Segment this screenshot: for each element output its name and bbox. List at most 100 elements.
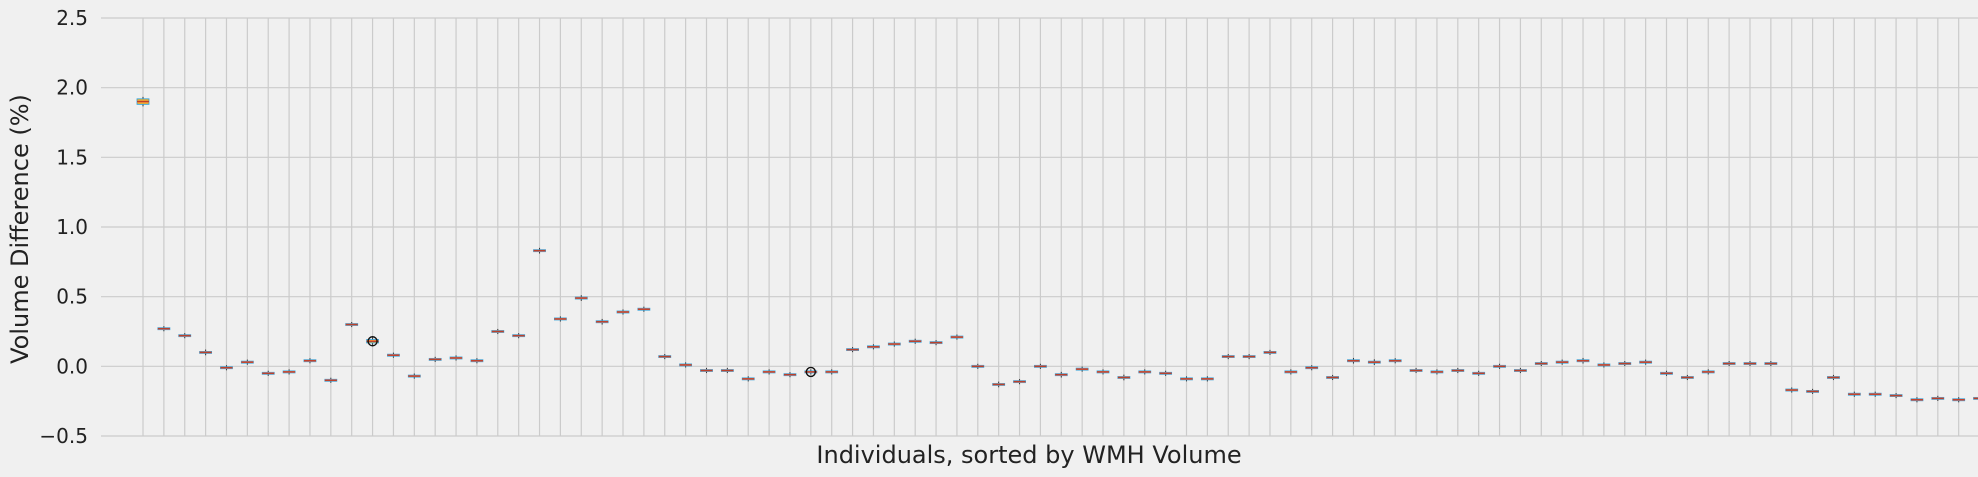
box-22 xyxy=(574,295,588,301)
box-25 xyxy=(637,306,651,312)
y-tick-label: 1.5 xyxy=(56,145,88,169)
box-61 xyxy=(1388,358,1402,364)
box-85 xyxy=(1889,393,1903,399)
box-23 xyxy=(595,318,609,325)
box-39 xyxy=(929,340,943,346)
box-34 xyxy=(825,369,839,375)
box-24 xyxy=(616,309,630,315)
box-89 xyxy=(1973,396,1978,400)
box-16 xyxy=(449,355,463,361)
box-41 xyxy=(971,363,985,369)
box-84 xyxy=(1868,391,1882,397)
box-62 xyxy=(1409,367,1423,374)
box-2 xyxy=(157,326,171,332)
box-45 xyxy=(1054,371,1068,378)
box-31 xyxy=(762,369,776,375)
x-grid-lines xyxy=(142,18,1960,436)
box-37 xyxy=(887,341,901,347)
box-78 xyxy=(1743,360,1757,367)
box-80 xyxy=(1785,387,1799,393)
box-15 xyxy=(428,356,442,362)
outlier-points xyxy=(367,336,817,378)
y-tick-label: 2.5 xyxy=(56,6,88,30)
box-87 xyxy=(1931,395,1945,401)
box-75 xyxy=(1680,374,1694,381)
box-68 xyxy=(1534,360,1548,367)
box-48 xyxy=(1117,374,1131,381)
box-55 xyxy=(1263,349,1277,355)
box-10 xyxy=(324,377,338,383)
box-9 xyxy=(303,358,317,364)
box-67 xyxy=(1514,367,1527,374)
box-26 xyxy=(658,354,672,360)
box-57 xyxy=(1305,365,1319,371)
outlier-point xyxy=(367,336,378,347)
box-6 xyxy=(240,359,254,365)
box-5 xyxy=(220,365,233,371)
box-11 xyxy=(345,321,359,328)
box-65 xyxy=(1472,370,1486,376)
box-1 xyxy=(136,96,150,107)
box-42 xyxy=(992,381,1006,388)
box-35 xyxy=(846,347,859,353)
box-59 xyxy=(1347,357,1360,364)
box-19 xyxy=(512,333,526,339)
box-79 xyxy=(1764,360,1778,367)
box-63 xyxy=(1430,369,1444,375)
box-20 xyxy=(533,247,546,254)
box-69 xyxy=(1555,359,1569,365)
box-64 xyxy=(1451,367,1465,374)
box-83 xyxy=(1847,391,1861,397)
box-18 xyxy=(491,328,505,335)
box-54 xyxy=(1242,354,1256,360)
y-grid-lines xyxy=(101,17,1978,437)
y-tick-label: 0.5 xyxy=(56,285,88,309)
box-8 xyxy=(282,369,296,375)
box-29 xyxy=(720,367,734,374)
box-76 xyxy=(1701,369,1715,375)
box-82 xyxy=(1827,374,1840,381)
box-7 xyxy=(261,370,275,376)
box-60 xyxy=(1367,359,1381,365)
box-58 xyxy=(1326,374,1339,381)
box-49 xyxy=(1138,369,1152,375)
y-tick-label: 0.0 xyxy=(56,354,88,378)
box-74 xyxy=(1660,370,1673,376)
box-13 xyxy=(387,352,400,358)
box-36 xyxy=(867,344,880,350)
box-46 xyxy=(1075,366,1089,372)
box-56 xyxy=(1284,369,1298,375)
box-43 xyxy=(1013,379,1026,385)
box-27 xyxy=(679,362,693,368)
outlier-point xyxy=(805,366,817,378)
box-3 xyxy=(178,333,192,339)
box-86 xyxy=(1910,397,1924,403)
box-47 xyxy=(1096,369,1110,375)
box-32 xyxy=(783,372,797,378)
box-51 xyxy=(1180,376,1193,382)
box-44 xyxy=(1034,363,1047,369)
box-71 xyxy=(1597,362,1611,368)
box-14 xyxy=(407,373,421,379)
box-81 xyxy=(1806,388,1819,394)
y-tick-label: 1.0 xyxy=(56,215,88,239)
box-40 xyxy=(950,334,964,340)
box-73 xyxy=(1639,359,1653,365)
y-tick-label: 2.0 xyxy=(56,76,88,100)
box-38 xyxy=(908,338,922,344)
box-30 xyxy=(741,376,755,382)
box-50 xyxy=(1159,370,1173,376)
box-21 xyxy=(554,316,567,322)
box-52 xyxy=(1200,376,1214,382)
box-28 xyxy=(700,367,713,374)
box-4 xyxy=(199,349,213,356)
y-tick-labels: −0.5 0.0 0.5 1.0 1.5 2.0 2.5 xyxy=(39,6,88,448)
y-axis-label: Volume Difference (%) xyxy=(6,94,34,364)
box-72 xyxy=(1618,360,1632,367)
y-tick-label: −0.5 xyxy=(39,424,88,448)
x-axis-label: Individuals, sorted by WMH Volume xyxy=(816,441,1241,469)
box-88 xyxy=(1952,397,1966,403)
box-77 xyxy=(1722,360,1736,367)
box-66 xyxy=(1493,363,1506,369)
